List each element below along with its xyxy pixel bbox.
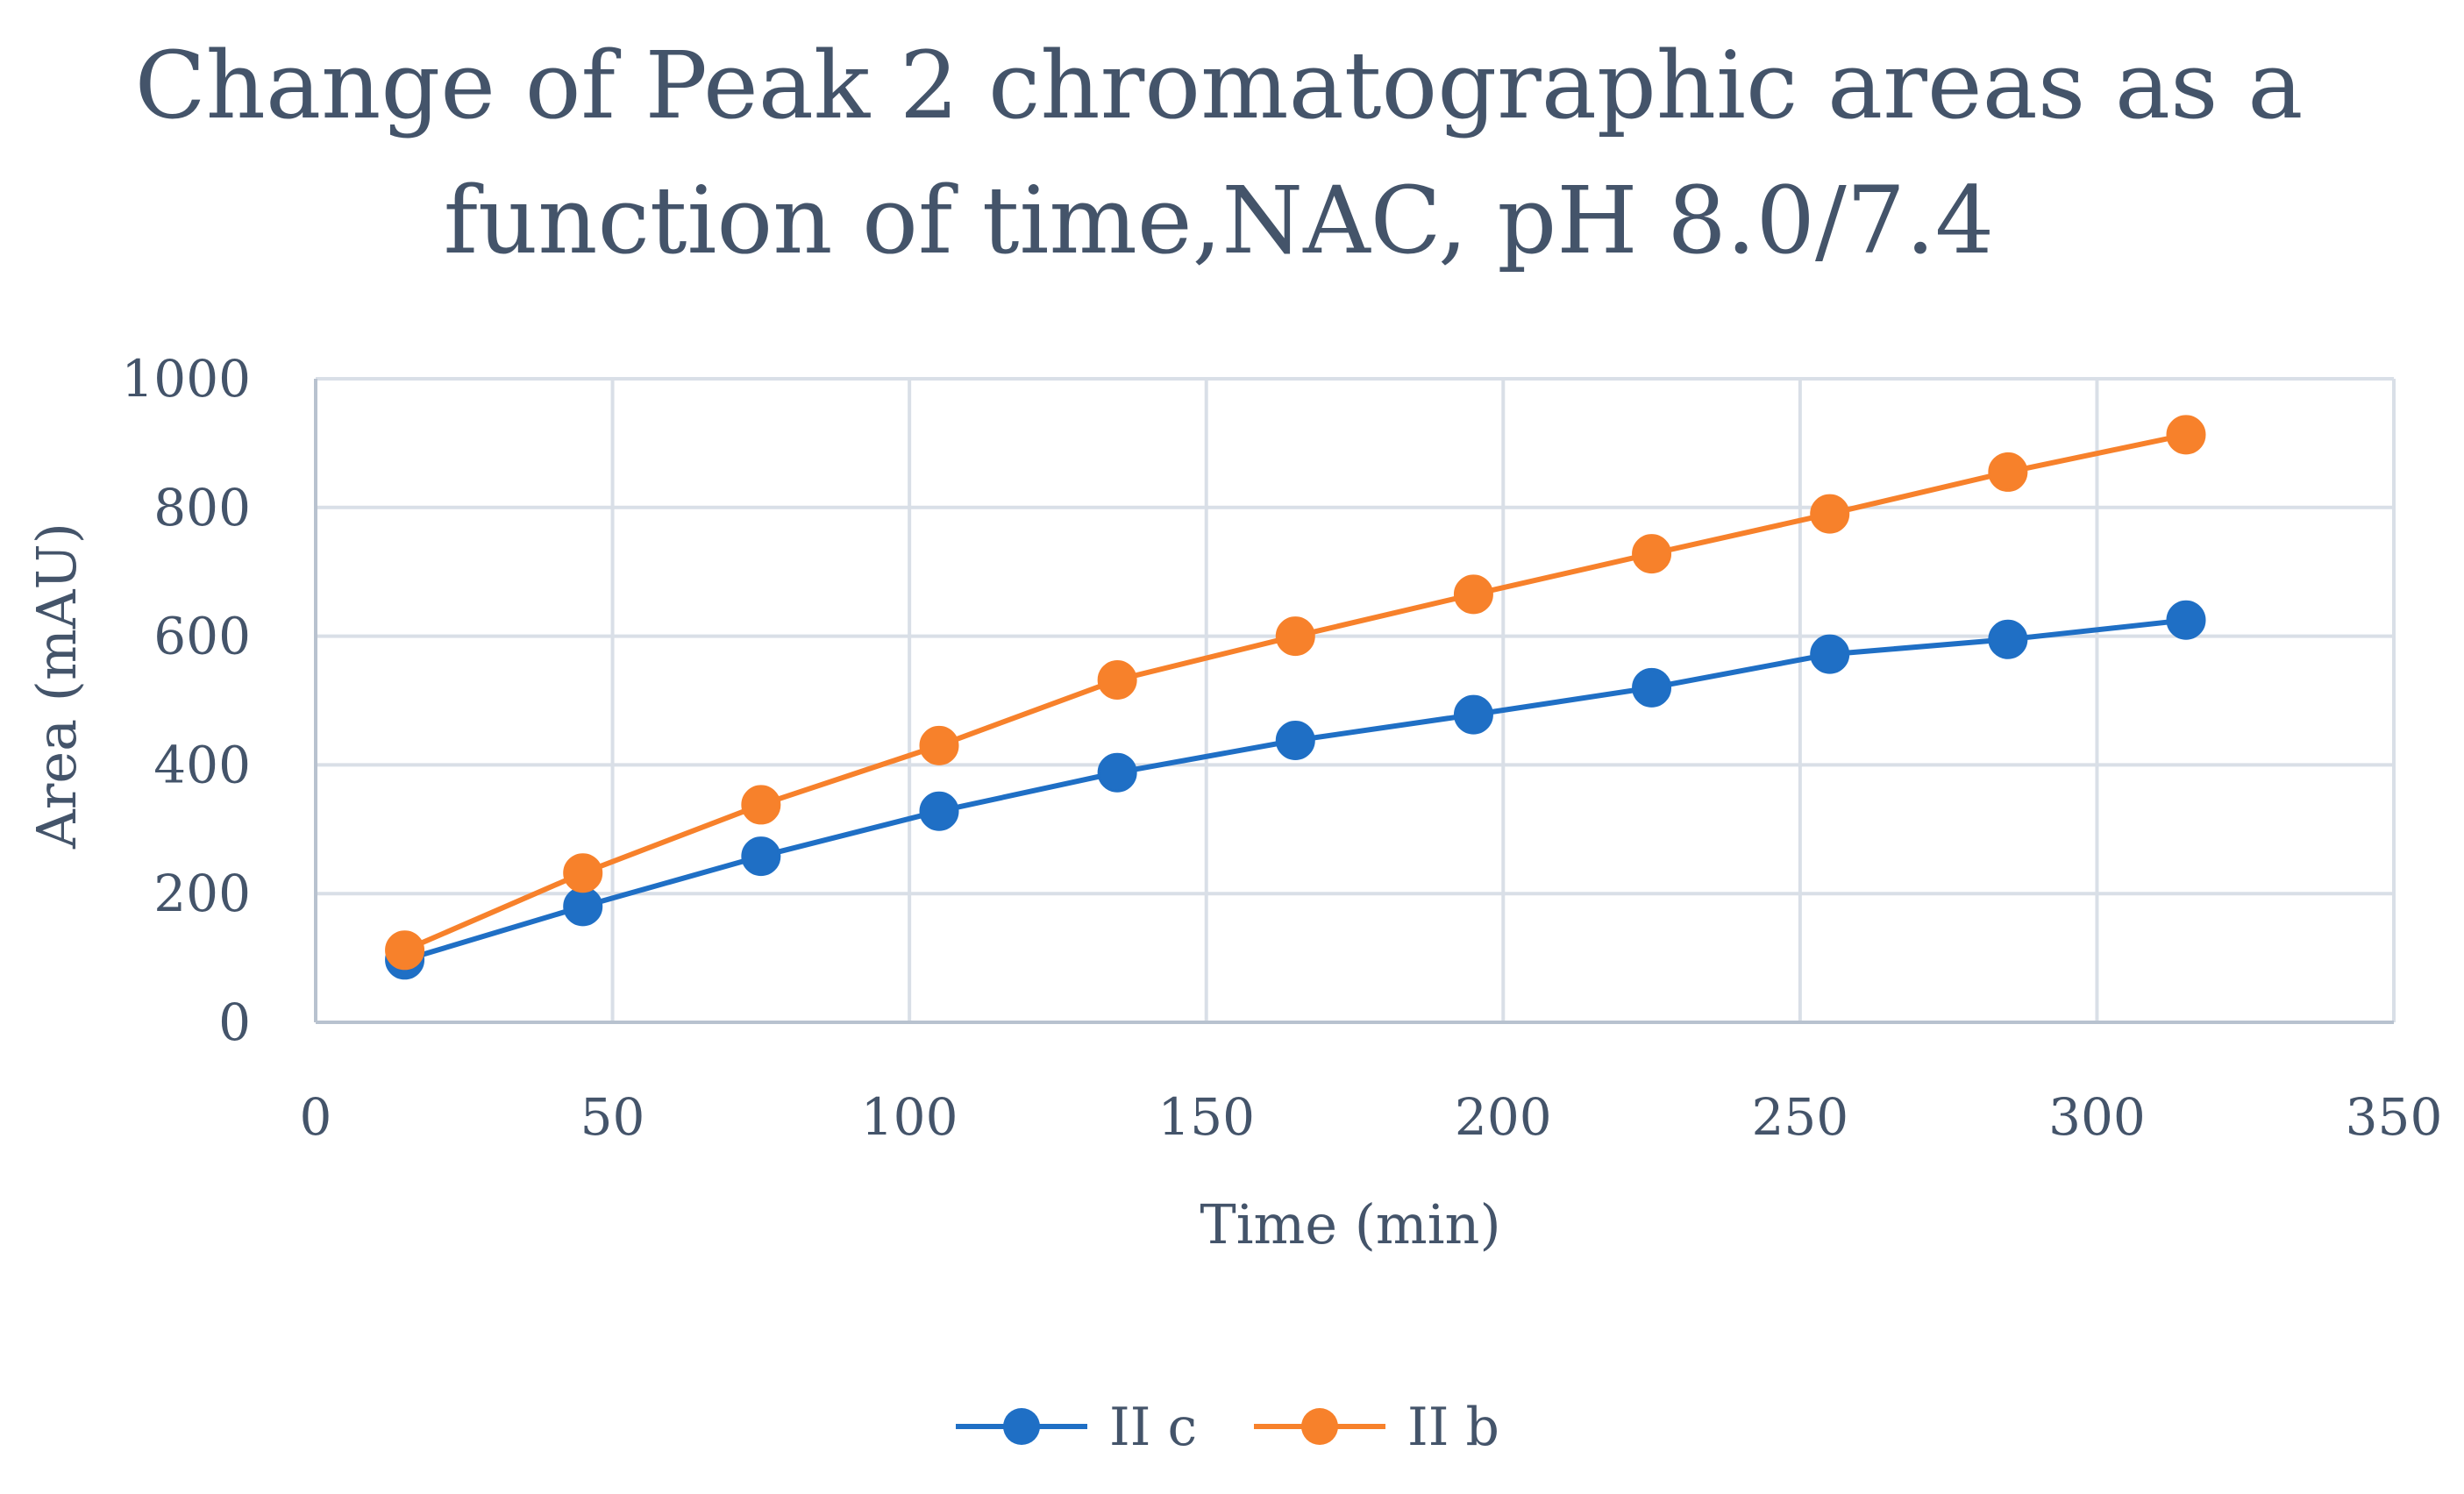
x-tick-label: 350 xyxy=(2346,1087,2443,1147)
legend-marker xyxy=(1301,1408,1338,1445)
data-point-ii-c xyxy=(1632,667,1672,708)
data-point-ii-b xyxy=(1097,660,1137,701)
data-point-ii-b xyxy=(1810,494,1850,534)
legend-item-ii-b: II b xyxy=(1254,1397,1499,1458)
data-point-ii-c xyxy=(1810,634,1850,674)
tick-labels: 0 200 400 600 800 1000 0 50 100 150 200 250 300 350 xyxy=(121,349,2442,1147)
x-axis-title: Time (min) xyxy=(1200,1192,1500,1256)
x-tick-label: 150 xyxy=(1157,1087,1255,1147)
data-point-ii-b xyxy=(2166,415,2206,455)
data-point-ii-b xyxy=(1632,534,1672,574)
data-point-ii-c xyxy=(1097,752,1137,793)
chart-title-line-2: function of time,NAC, pH 8.0/7.4 xyxy=(444,167,1994,274)
series-ii-b xyxy=(385,415,2206,971)
x-tick-label: 100 xyxy=(861,1087,958,1147)
series xyxy=(385,415,2206,980)
legend-item-ii-c: II c xyxy=(956,1397,1197,1458)
data-point-ii-c xyxy=(1275,721,1315,761)
legend-label: II b xyxy=(1407,1397,1499,1458)
data-point-ii-c xyxy=(1453,694,1493,735)
data-point-ii-b xyxy=(563,853,603,893)
series-ii-c xyxy=(385,600,2206,980)
data-point-ii-b xyxy=(1453,574,1493,615)
y-axis-title: Area (mAU) xyxy=(25,523,89,850)
axes xyxy=(314,379,2394,1024)
legend-marker xyxy=(1003,1408,1040,1445)
x-tick-label: 250 xyxy=(1751,1087,1848,1147)
y-tick-label: 0 xyxy=(218,992,251,1052)
x-tick-label: 50 xyxy=(580,1087,645,1147)
x-tick-label: 300 xyxy=(2048,1087,2146,1147)
y-tick-label: 600 xyxy=(153,607,251,666)
data-point-ii-b xyxy=(385,930,425,971)
chart-title: Change of Peak 2 chromatographic areas a… xyxy=(135,32,2304,274)
data-point-ii-b xyxy=(1988,452,2028,492)
data-point-ii-b xyxy=(741,785,781,825)
x-tick-label: 200 xyxy=(1455,1087,1552,1147)
chart-title-line-1: Change of Peak 2 chromatographic areas a… xyxy=(135,32,2304,139)
data-point-ii-c xyxy=(563,886,603,927)
data-point-ii-b xyxy=(919,725,959,765)
y-tick-label: 400 xyxy=(153,735,251,794)
x-tick-label: 0 xyxy=(300,1087,332,1147)
data-point-ii-c xyxy=(741,836,781,877)
y-tick-label: 800 xyxy=(153,478,251,537)
data-point-ii-c xyxy=(2166,600,2206,640)
legend: II c II b xyxy=(956,1397,1499,1458)
y-tick-label: 200 xyxy=(153,864,251,923)
data-point-ii-c xyxy=(1988,619,2028,659)
data-point-ii-b xyxy=(1275,616,1315,657)
y-tick-label: 1000 xyxy=(121,349,251,409)
legend-label: II c xyxy=(1109,1397,1197,1458)
gridlines xyxy=(316,377,2396,1022)
data-point-ii-c xyxy=(919,791,959,831)
